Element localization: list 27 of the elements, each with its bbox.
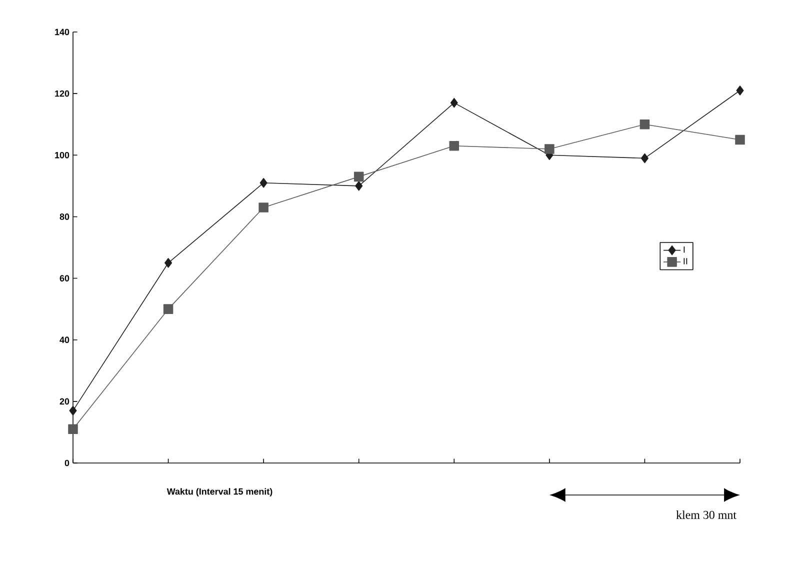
point xyxy=(260,178,268,188)
point xyxy=(640,153,648,164)
y-tick-label: 140 xyxy=(55,28,70,36)
y-tick-label: 0 xyxy=(64,460,70,466)
y-tick-label: 100 xyxy=(55,152,70,158)
legend-label: I xyxy=(684,246,685,253)
y-tick-label: 20 xyxy=(60,398,70,405)
y-tick-label: 40 xyxy=(60,336,70,344)
point xyxy=(164,258,172,268)
y-tick-label: 120 xyxy=(55,90,70,97)
point xyxy=(640,119,650,130)
y-tick-label: 80 xyxy=(60,214,70,220)
point xyxy=(544,144,554,154)
point xyxy=(449,141,460,151)
legend-label: II xyxy=(684,258,688,264)
point xyxy=(736,86,744,96)
x-axis-title: Waktu (Interval 15 menit) xyxy=(166,488,272,496)
text: klem 30 mnt xyxy=(676,510,736,519)
point xyxy=(68,424,78,434)
y-tick-label: 60 xyxy=(60,275,70,282)
point xyxy=(735,134,745,145)
point xyxy=(69,406,77,416)
point xyxy=(258,202,268,212)
point xyxy=(354,172,364,182)
point xyxy=(355,181,363,191)
point xyxy=(450,98,458,108)
point xyxy=(163,304,174,314)
